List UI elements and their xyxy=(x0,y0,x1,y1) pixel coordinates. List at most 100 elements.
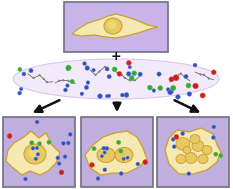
Ellipse shape xyxy=(96,177,100,180)
Ellipse shape xyxy=(24,177,27,181)
Ellipse shape xyxy=(176,138,190,150)
Ellipse shape xyxy=(214,152,218,156)
Ellipse shape xyxy=(184,76,186,78)
Ellipse shape xyxy=(100,155,103,158)
Ellipse shape xyxy=(152,89,156,92)
Ellipse shape xyxy=(56,156,60,160)
Ellipse shape xyxy=(115,147,133,163)
Ellipse shape xyxy=(176,154,186,163)
Ellipse shape xyxy=(62,141,65,145)
Ellipse shape xyxy=(89,163,94,167)
Ellipse shape xyxy=(129,76,134,81)
Ellipse shape xyxy=(107,74,111,79)
Ellipse shape xyxy=(98,94,102,98)
Ellipse shape xyxy=(184,74,188,78)
Ellipse shape xyxy=(129,79,131,81)
Ellipse shape xyxy=(119,149,123,153)
Ellipse shape xyxy=(18,67,22,71)
Ellipse shape xyxy=(172,145,176,149)
Ellipse shape xyxy=(68,132,72,136)
Ellipse shape xyxy=(67,80,69,82)
Ellipse shape xyxy=(103,168,107,172)
Ellipse shape xyxy=(104,66,106,68)
Ellipse shape xyxy=(138,72,142,76)
FancyBboxPatch shape xyxy=(157,117,229,187)
Ellipse shape xyxy=(166,88,170,91)
Ellipse shape xyxy=(202,146,212,154)
Ellipse shape xyxy=(43,78,45,80)
Ellipse shape xyxy=(13,59,219,99)
Ellipse shape xyxy=(35,146,39,150)
Ellipse shape xyxy=(105,67,109,71)
Ellipse shape xyxy=(47,140,51,144)
Ellipse shape xyxy=(143,160,148,164)
Ellipse shape xyxy=(85,66,89,70)
Ellipse shape xyxy=(193,83,198,89)
Ellipse shape xyxy=(132,71,137,76)
Ellipse shape xyxy=(192,141,204,151)
Ellipse shape xyxy=(18,91,22,95)
Polygon shape xyxy=(72,14,158,38)
Ellipse shape xyxy=(124,93,129,97)
FancyBboxPatch shape xyxy=(3,117,75,187)
Ellipse shape xyxy=(105,94,109,98)
Ellipse shape xyxy=(219,153,223,158)
Ellipse shape xyxy=(35,120,39,124)
Ellipse shape xyxy=(38,142,42,146)
Ellipse shape xyxy=(127,60,131,65)
Ellipse shape xyxy=(29,69,33,73)
Ellipse shape xyxy=(193,63,197,67)
Ellipse shape xyxy=(119,172,123,175)
Ellipse shape xyxy=(171,137,175,141)
Ellipse shape xyxy=(212,125,216,129)
Ellipse shape xyxy=(158,86,163,91)
Ellipse shape xyxy=(190,135,200,143)
Ellipse shape xyxy=(183,146,191,154)
FancyBboxPatch shape xyxy=(81,117,153,187)
Ellipse shape xyxy=(170,90,174,94)
Ellipse shape xyxy=(102,146,106,150)
Ellipse shape xyxy=(120,74,123,76)
Ellipse shape xyxy=(157,72,161,76)
Ellipse shape xyxy=(32,77,34,79)
Ellipse shape xyxy=(7,134,12,138)
Ellipse shape xyxy=(181,132,185,136)
Ellipse shape xyxy=(64,88,67,92)
Ellipse shape xyxy=(66,67,69,71)
Polygon shape xyxy=(85,131,147,175)
Ellipse shape xyxy=(107,21,116,29)
Polygon shape xyxy=(165,128,221,174)
Ellipse shape xyxy=(24,144,46,164)
Ellipse shape xyxy=(171,85,176,91)
Ellipse shape xyxy=(94,74,97,76)
Ellipse shape xyxy=(59,170,64,175)
Ellipse shape xyxy=(63,155,67,159)
Ellipse shape xyxy=(62,79,64,81)
Ellipse shape xyxy=(80,92,84,96)
Ellipse shape xyxy=(120,93,124,97)
Ellipse shape xyxy=(123,77,126,79)
Ellipse shape xyxy=(19,87,23,91)
Ellipse shape xyxy=(126,72,131,76)
Ellipse shape xyxy=(186,83,191,88)
Ellipse shape xyxy=(66,141,70,145)
Ellipse shape xyxy=(200,93,205,98)
Ellipse shape xyxy=(105,146,109,150)
Ellipse shape xyxy=(168,90,172,95)
Ellipse shape xyxy=(122,157,125,160)
Ellipse shape xyxy=(84,85,89,90)
Ellipse shape xyxy=(112,67,117,72)
Ellipse shape xyxy=(211,136,215,139)
Ellipse shape xyxy=(30,141,34,145)
Ellipse shape xyxy=(208,77,210,80)
Ellipse shape xyxy=(169,77,174,82)
Ellipse shape xyxy=(128,65,131,69)
Ellipse shape xyxy=(176,95,180,99)
Ellipse shape xyxy=(86,81,90,84)
Ellipse shape xyxy=(97,147,115,163)
Ellipse shape xyxy=(117,71,122,76)
Ellipse shape xyxy=(187,172,191,176)
Ellipse shape xyxy=(38,74,41,76)
Ellipse shape xyxy=(22,72,26,76)
Ellipse shape xyxy=(66,65,71,70)
